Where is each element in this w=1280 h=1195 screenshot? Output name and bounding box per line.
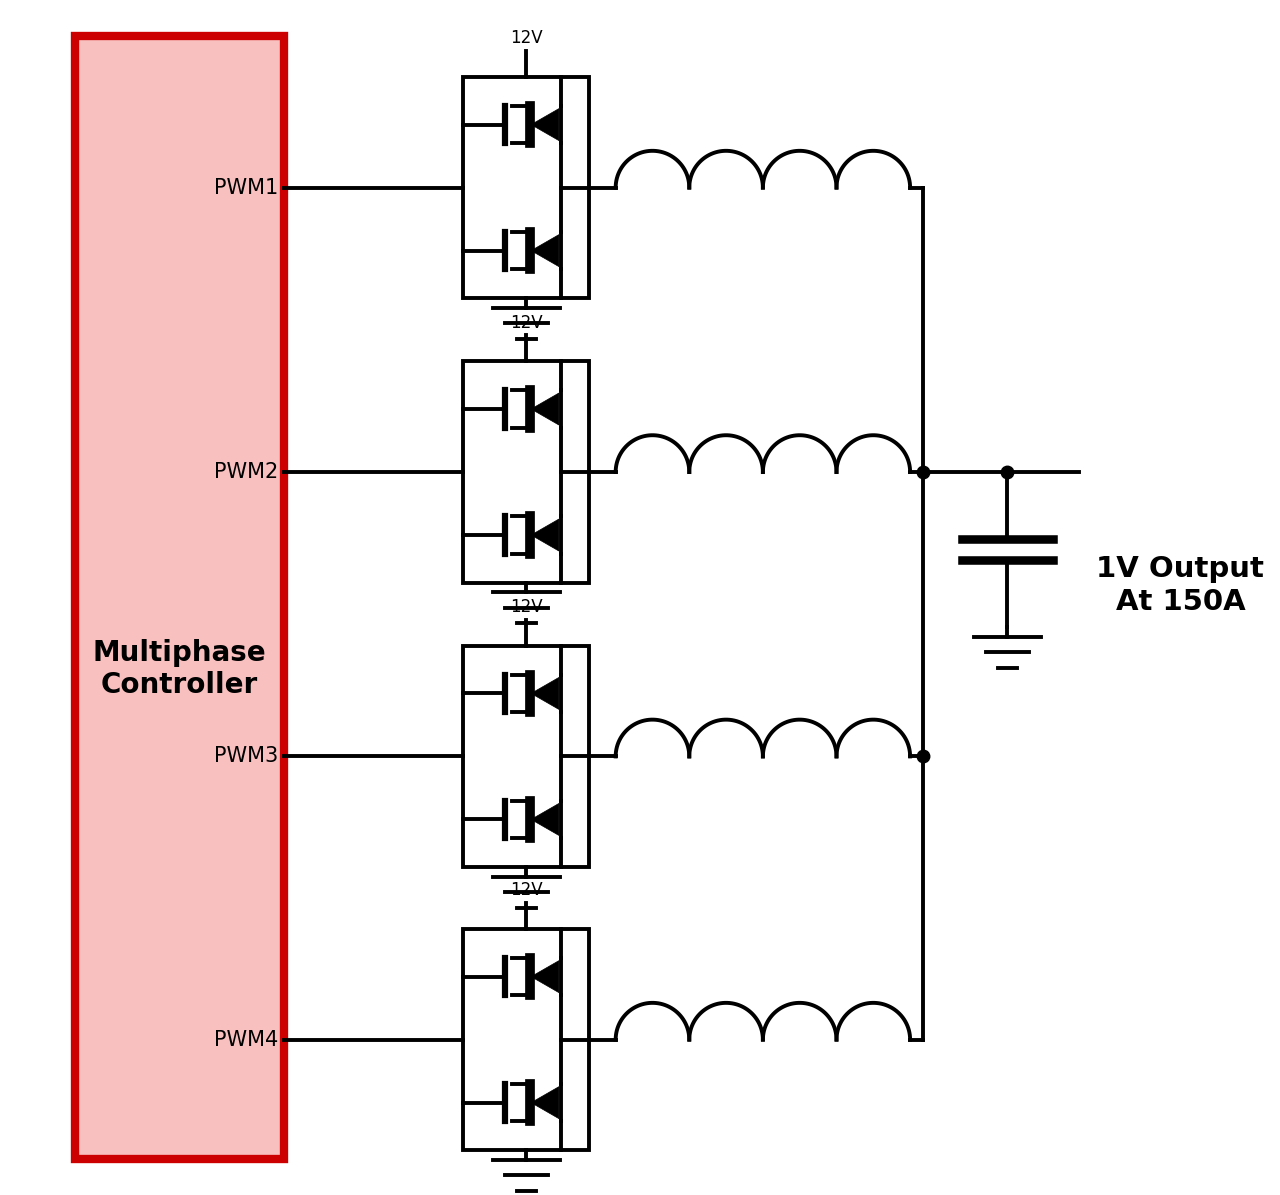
- Polygon shape: [531, 678, 559, 710]
- Polygon shape: [531, 803, 559, 835]
- Polygon shape: [531, 519, 559, 551]
- Bar: [463, 361, 589, 583]
- Polygon shape: [531, 109, 559, 141]
- Bar: [463, 930, 589, 1150]
- Polygon shape: [531, 961, 559, 993]
- Polygon shape: [531, 1086, 559, 1119]
- Text: 12V: 12V: [509, 29, 543, 47]
- Text: 12V: 12V: [509, 598, 543, 617]
- Text: PWM2: PWM2: [214, 462, 278, 482]
- Bar: [463, 645, 589, 868]
- FancyBboxPatch shape: [76, 36, 284, 1159]
- Text: PWM1: PWM1: [214, 178, 278, 197]
- Text: 12V: 12V: [509, 881, 543, 900]
- Text: PWM3: PWM3: [214, 747, 278, 766]
- Text: Multiphase
Controller: Multiphase Controller: [92, 639, 266, 699]
- Text: 12V: 12V: [509, 313, 543, 331]
- Text: PWM4: PWM4: [214, 1030, 278, 1049]
- Polygon shape: [531, 393, 559, 425]
- Polygon shape: [531, 234, 559, 266]
- Text: 1V Output
At 150A: 1V Output At 150A: [1097, 556, 1265, 615]
- Bar: [463, 76, 589, 299]
